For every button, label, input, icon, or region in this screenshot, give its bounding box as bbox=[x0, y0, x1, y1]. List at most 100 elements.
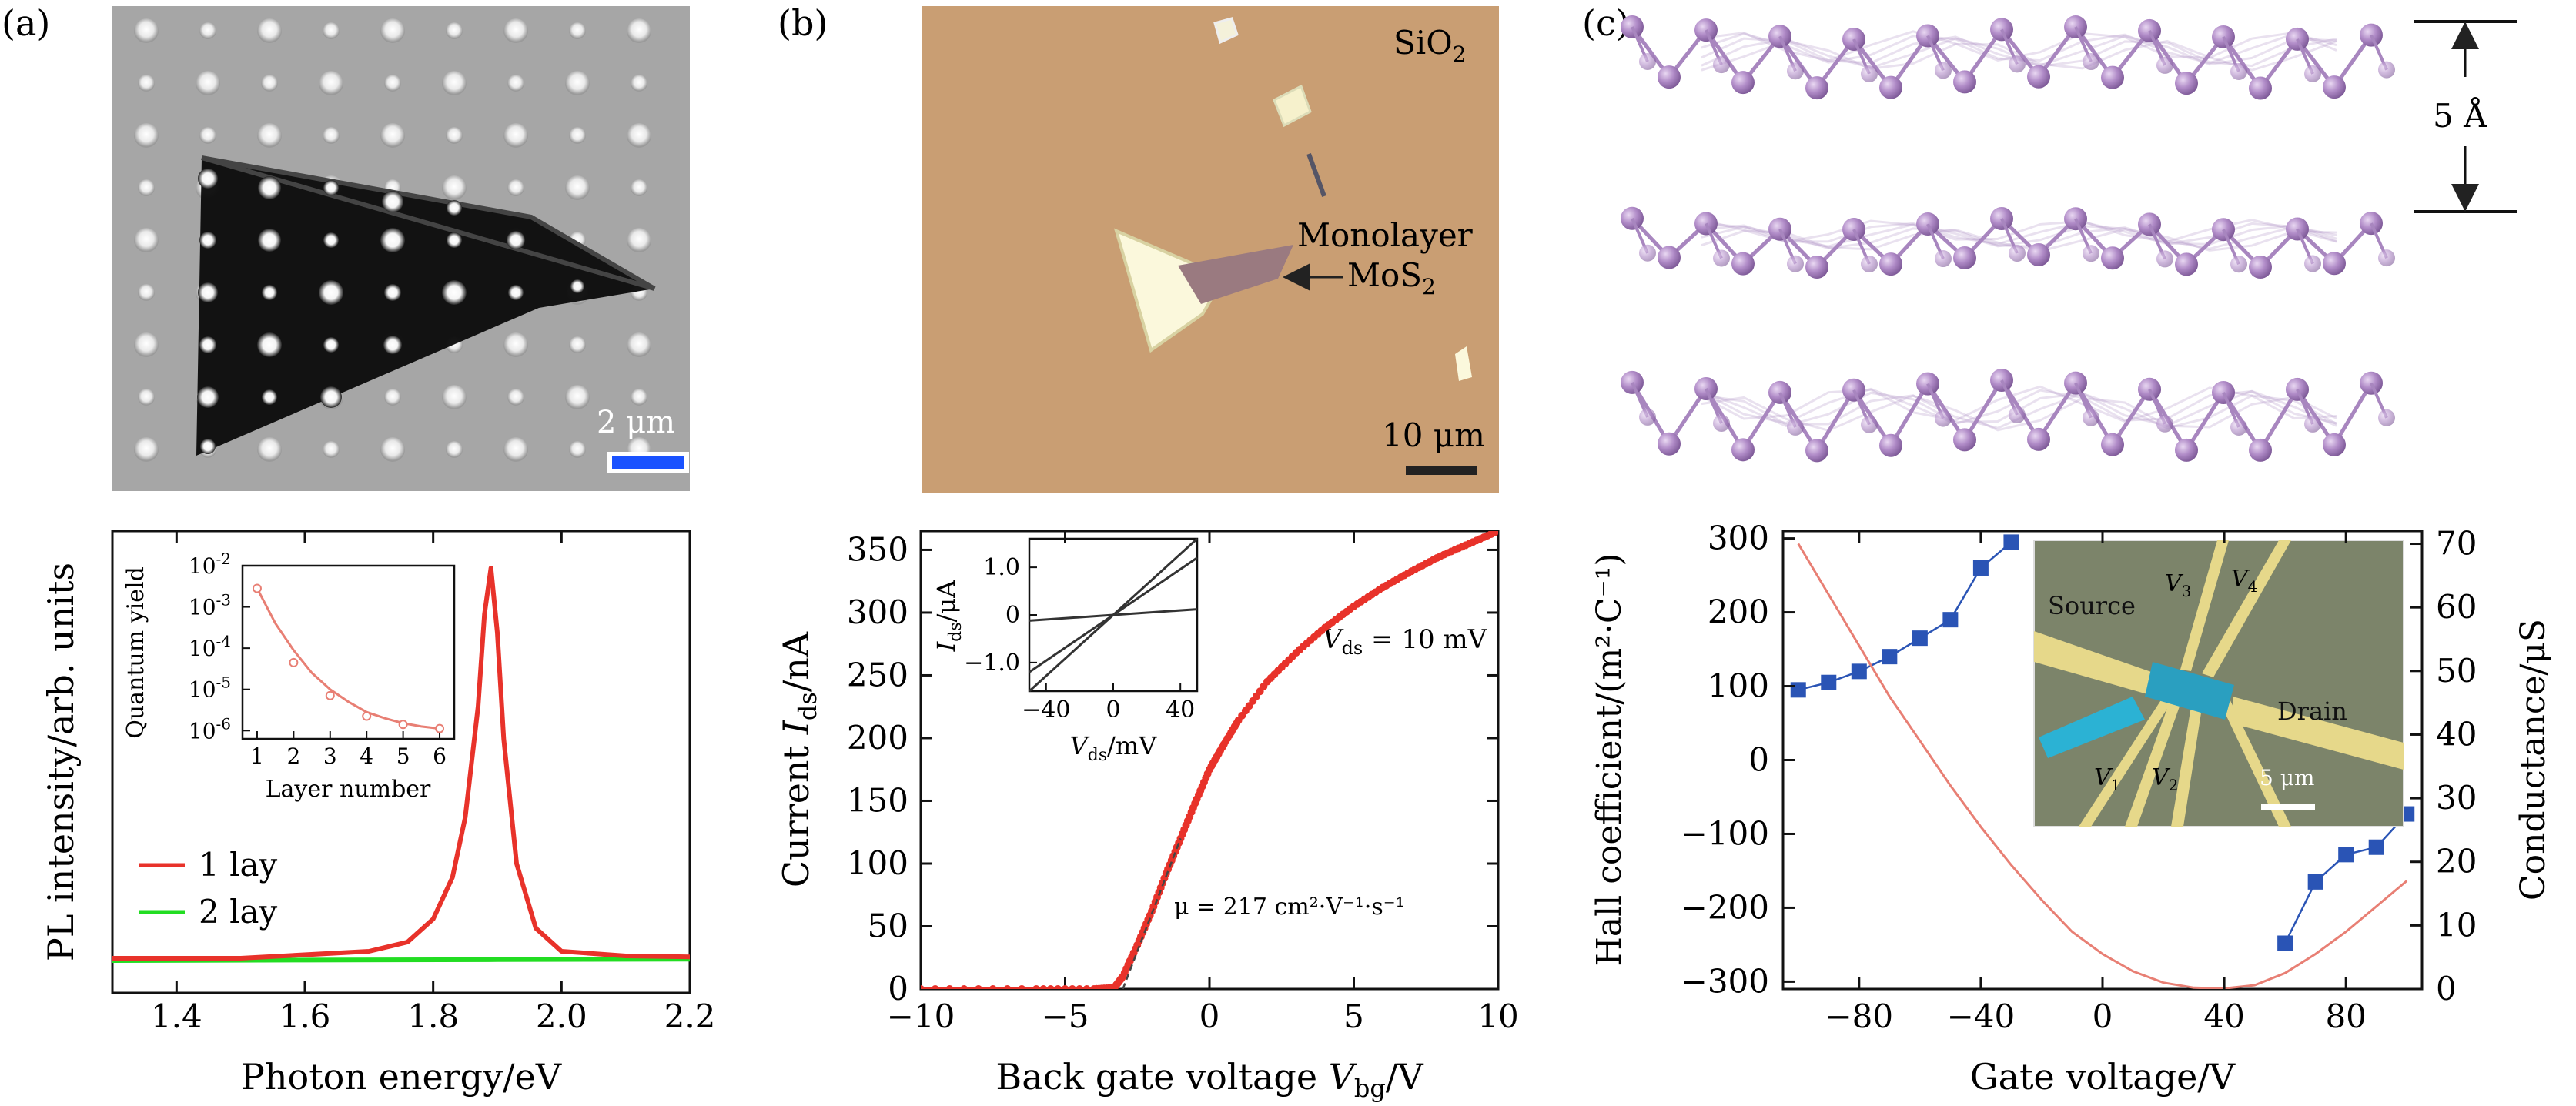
flake-dot bbox=[323, 232, 339, 248]
scale-bar-label-b: 10 μm bbox=[1382, 416, 1485, 454]
flake-edge bbox=[201, 155, 656, 291]
vds-annotation: Vds = 10 mV bbox=[1323, 624, 1488, 659]
series-point-b bbox=[1018, 985, 1026, 989]
series-group-a bbox=[112, 566, 690, 963]
sem-dot bbox=[138, 179, 155, 196]
flake-dot bbox=[198, 169, 218, 189]
lattice-atom bbox=[2175, 72, 2198, 95]
flake-dot bbox=[262, 285, 277, 300]
y-tick-label-b: 0 bbox=[888, 970, 908, 1007]
sem-dot bbox=[446, 441, 463, 458]
sem-dot bbox=[257, 18, 282, 43]
series-group-c bbox=[1790, 534, 2415, 989]
sio2-label: SiO2 bbox=[1393, 24, 1466, 67]
lattice-atom bbox=[1787, 62, 1804, 80]
sem-dot bbox=[138, 284, 155, 301]
panel-label-b: (b) bbox=[778, 2, 828, 44]
series-point-b bbox=[1032, 985, 1040, 989]
lattice-atom bbox=[1713, 56, 1730, 74]
electrode-drain bbox=[2233, 697, 2404, 770]
series-line-1-lay bbox=[112, 566, 690, 961]
flake-dot bbox=[258, 229, 281, 252]
x-tick-label-a: 2.0 bbox=[536, 997, 587, 1035]
inset-x-label-b: Vds/mV bbox=[1070, 731, 1158, 765]
lattice-atom bbox=[1861, 416, 1878, 433]
inset-drain-label: Drain bbox=[2277, 697, 2347, 726]
layered-crystal-structure bbox=[1621, 15, 2395, 463]
x-tick-label-b: −10 bbox=[887, 997, 955, 1035]
lattice-atom bbox=[2156, 56, 2173, 74]
sem-dot bbox=[323, 22, 340, 39]
inset-point-a bbox=[362, 711, 372, 721]
sem-dot bbox=[569, 441, 586, 458]
lattice-atom bbox=[1787, 255, 1804, 272]
flake-dot bbox=[319, 280, 343, 305]
lattice-atom bbox=[2249, 438, 2272, 462]
series-point-c bbox=[2338, 847, 2354, 863]
y-axis-label-b: Current Ids/nA bbox=[775, 631, 822, 887]
lattice-atom bbox=[2138, 377, 2161, 401]
series-point-b bbox=[945, 985, 954, 989]
sem-dot bbox=[503, 123, 528, 148]
inset-fit-line-a bbox=[256, 587, 440, 730]
lattice-atom bbox=[1713, 414, 1730, 432]
lattice-atom bbox=[1861, 256, 1878, 273]
flake-dot bbox=[323, 337, 339, 353]
lattice-atom bbox=[2027, 243, 2050, 267]
electrode-v3 bbox=[2180, 540, 2229, 671]
y-tick-label-c-left: 0 bbox=[1748, 741, 1769, 779]
lattice-atom bbox=[2101, 65, 2124, 89]
y-tick-label-b: 50 bbox=[868, 907, 908, 944]
sem-dot bbox=[507, 75, 524, 92]
electrode-v1 bbox=[2125, 702, 2180, 827]
inset-x-tick-label-a: 3 bbox=[323, 743, 337, 769]
sem-dot bbox=[384, 389, 401, 406]
sem-dot bbox=[627, 123, 651, 148]
series-point-b bbox=[1082, 985, 1091, 989]
x-tick-label-b: 10 bbox=[1477, 997, 1518, 1035]
series-point-b bbox=[1076, 985, 1084, 989]
inset-x-tick-label-b: 40 bbox=[1166, 697, 1195, 723]
series-line-c-2 bbox=[1797, 543, 2408, 989]
y-tick-label-c-right: 40 bbox=[2436, 715, 2477, 753]
inset-y-tick-label-a: 10-3 bbox=[189, 591, 231, 620]
sem-dot bbox=[569, 22, 586, 39]
inset-x-tick-label-b: 0 bbox=[1106, 697, 1120, 723]
lattice-atom bbox=[2175, 252, 2198, 276]
lattice-atom bbox=[1935, 62, 1952, 79]
x-tick-label-c: 40 bbox=[2203, 997, 2244, 1035]
sem-image-a: 2 μm bbox=[112, 6, 690, 491]
flake-dot bbox=[442, 280, 467, 305]
x-tick-label-c: −80 bbox=[1825, 997, 1893, 1035]
lattice-atom bbox=[1935, 250, 1952, 268]
lattice-atom bbox=[2249, 255, 2272, 279]
flake-dot bbox=[257, 332, 282, 357]
y-tick-label-c-left: 300 bbox=[1708, 520, 1769, 557]
y-tick-label-b: 250 bbox=[847, 656, 908, 693]
lattice-atom bbox=[1842, 378, 1865, 402]
y-tick-label-c-right: 30 bbox=[2436, 779, 2477, 817]
x-tick-label-c: 80 bbox=[2325, 997, 2366, 1035]
lattice-atom bbox=[1658, 65, 1681, 89]
lattice-atom bbox=[1731, 252, 1755, 276]
lattice-atom bbox=[1658, 246, 1681, 269]
sem-dot bbox=[446, 127, 463, 144]
lattice-atom bbox=[1861, 65, 1878, 82]
lattice-atom bbox=[2304, 65, 2321, 82]
flake-dot bbox=[447, 200, 462, 216]
lattice-atom bbox=[1787, 418, 1804, 436]
mos2-label: MoS2 bbox=[1347, 256, 1436, 299]
inset-v4-label: V4 bbox=[2231, 566, 2257, 596]
flake-dot bbox=[200, 439, 216, 454]
sem-dot bbox=[442, 175, 467, 200]
quantum-yield-inset: Layer number Quantum yield 1 2 3 4 5 6 10-2 10-… bbox=[122, 550, 456, 803]
monolayer-label: Monolayer bbox=[1297, 216, 1474, 254]
y-axis-right-label-c: Conductance/μS bbox=[2514, 619, 2553, 901]
series-group-b bbox=[921, 531, 1498, 989]
lattice-atom bbox=[1953, 428, 1976, 452]
inset-x-tick-label-a: 5 bbox=[396, 743, 410, 769]
series-point-c bbox=[2307, 874, 2323, 890]
inset-x-tick-label-b: −40 bbox=[1022, 697, 1070, 723]
inset-y-label-b: Ids/μA bbox=[932, 580, 965, 653]
series-point-b bbox=[1003, 985, 1012, 989]
